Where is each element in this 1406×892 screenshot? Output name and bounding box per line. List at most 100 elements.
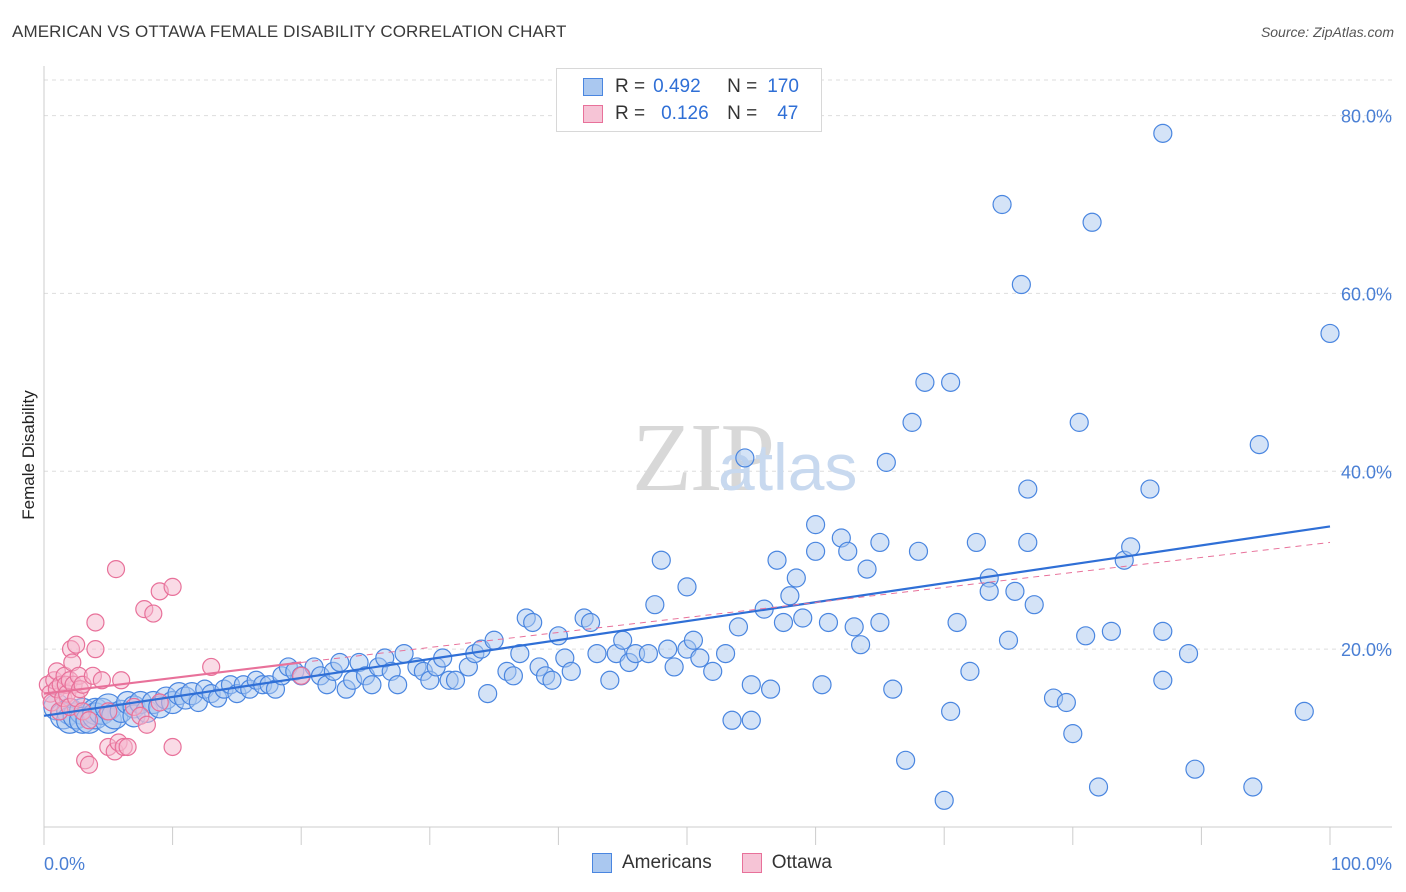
americans-points bbox=[43, 123, 1340, 810]
data-point bbox=[106, 560, 126, 579]
data-point bbox=[1121, 537, 1141, 557]
data-point bbox=[1018, 532, 1038, 553]
data-point bbox=[876, 452, 896, 472]
data-point bbox=[1178, 643, 1199, 664]
data-point bbox=[838, 541, 858, 561]
data-point bbox=[1101, 621, 1121, 641]
data-point bbox=[851, 635, 871, 655]
data-point bbox=[690, 648, 710, 668]
data-point bbox=[1076, 626, 1096, 646]
y-tick-label: 40.0% bbox=[1341, 462, 1392, 482]
data-point bbox=[728, 617, 749, 637]
americans-trend-line bbox=[43, 525, 1331, 717]
data-point bbox=[542, 670, 562, 690]
data-point bbox=[388, 675, 408, 695]
data-point bbox=[677, 577, 697, 597]
data-point bbox=[1063, 724, 1083, 744]
data-point bbox=[683, 630, 704, 650]
data-point bbox=[812, 675, 832, 695]
data-point bbox=[1088, 777, 1109, 797]
data-point bbox=[760, 679, 781, 699]
data-point bbox=[1294, 701, 1314, 721]
x-tick-label: 100.0% bbox=[1331, 854, 1392, 874]
data-point bbox=[773, 612, 794, 633]
data-point bbox=[902, 412, 922, 432]
data-point bbox=[664, 657, 684, 677]
data-point bbox=[112, 671, 131, 690]
data-point bbox=[163, 577, 182, 596]
legend-item-americans[interactable]: Americans bbox=[592, 852, 712, 874]
data-point bbox=[1024, 595, 1044, 615]
watermark: ZIP atlas bbox=[632, 404, 857, 512]
data-point bbox=[86, 640, 105, 659]
data-point bbox=[915, 372, 935, 392]
ottawa-label: Ottawa bbox=[771, 852, 832, 873]
data-point bbox=[722, 710, 742, 730]
data-point bbox=[1320, 323, 1340, 344]
legend-item-ottawa[interactable]: Ottawa bbox=[741, 852, 832, 874]
ottawa-swatch bbox=[583, 105, 603, 123]
data-point bbox=[561, 661, 581, 681]
data-point bbox=[658, 639, 678, 659]
data-point bbox=[1011, 274, 1031, 295]
data-point bbox=[715, 643, 736, 664]
data-point bbox=[445, 670, 466, 690]
data-point bbox=[818, 612, 839, 633]
ottawa-points bbox=[38, 560, 311, 774]
data-point bbox=[786, 568, 806, 588]
ottawa-swatch bbox=[741, 853, 762, 873]
data-point bbox=[478, 684, 498, 704]
n-label: N = bbox=[727, 76, 758, 97]
data-point bbox=[394, 643, 414, 664]
data-point bbox=[144, 604, 163, 623]
data-point bbox=[651, 550, 671, 570]
chart-title: AMERICAN VS OTTAWA FEMALE DISABILITY COR… bbox=[12, 22, 567, 41]
data-point bbox=[793, 608, 813, 628]
data-point bbox=[735, 448, 755, 468]
data-point bbox=[947, 612, 967, 633]
ottawa-trend-line bbox=[43, 661, 302, 695]
data-point bbox=[741, 710, 761, 730]
data-point bbox=[1153, 670, 1173, 690]
data-point bbox=[1082, 212, 1102, 232]
data-point bbox=[741, 675, 761, 695]
r-value: 0.492 bbox=[653, 76, 701, 97]
data-point bbox=[1249, 435, 1269, 455]
data-point bbox=[503, 666, 523, 686]
data-point bbox=[960, 661, 980, 681]
data-point bbox=[92, 671, 111, 690]
y-axis-label: Female Disability bbox=[19, 390, 38, 520]
data-point bbox=[941, 372, 961, 392]
data-point bbox=[870, 532, 890, 553]
data-point bbox=[137, 715, 156, 734]
data-point bbox=[67, 635, 86, 654]
data-point bbox=[1018, 479, 1038, 499]
data-point bbox=[79, 711, 99, 730]
y-tick-label: 80.0% bbox=[1341, 107, 1392, 127]
data-point bbox=[150, 693, 169, 712]
source-label: Source: ZipAtlas.com bbox=[1260, 24, 1394, 40]
data-point bbox=[330, 652, 350, 673]
data-point bbox=[86, 613, 105, 632]
tick-labels: 20.0% 40.0% 60.0% 80.0% 0.0% 100.0% bbox=[44, 107, 1392, 874]
data-point bbox=[979, 581, 999, 601]
data-point bbox=[805, 515, 826, 535]
data-point bbox=[896, 750, 916, 770]
data-point bbox=[941, 701, 961, 721]
data-point bbox=[1243, 777, 1263, 797]
americans-swatch bbox=[583, 78, 603, 96]
data-point bbox=[600, 670, 620, 690]
data-point bbox=[1185, 759, 1205, 779]
data-point bbox=[523, 612, 543, 633]
data-point bbox=[992, 194, 1012, 215]
n-label: N = bbox=[727, 103, 758, 124]
data-point bbox=[362, 675, 382, 695]
americans-swatch bbox=[592, 853, 612, 873]
data-point bbox=[118, 737, 137, 757]
data-point bbox=[1005, 581, 1025, 601]
y-tick-label: 20.0% bbox=[1341, 640, 1392, 660]
data-point bbox=[202, 657, 221, 677]
data-point bbox=[79, 755, 99, 774]
data-point bbox=[767, 550, 787, 570]
data-point bbox=[844, 617, 864, 637]
